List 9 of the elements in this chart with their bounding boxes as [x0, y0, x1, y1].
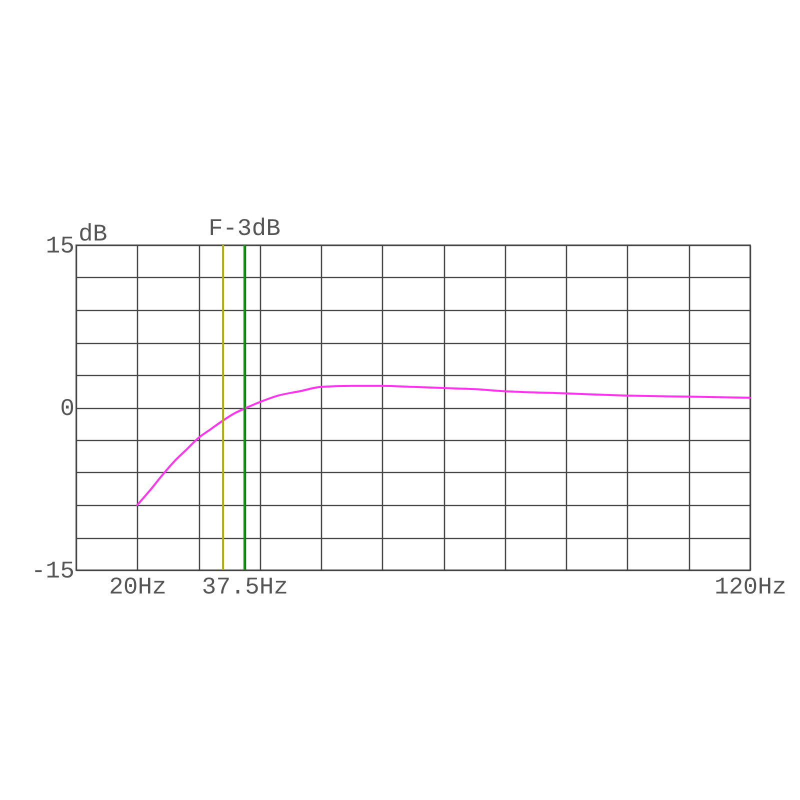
ref-line-label: F-3dB	[208, 216, 281, 243]
y-axis-title: dB	[78, 222, 108, 248]
x-tick-label: 120Hz	[714, 574, 787, 602]
y-tick-label: 15	[46, 234, 74, 260]
x-tick-label: 37.5Hz	[202, 574, 288, 602]
y-tick-label: 0	[60, 396, 74, 423]
y-tick-label: -15	[31, 558, 74, 586]
line-series	[136, 384, 751, 506]
x-tick-label: 20Hz	[108, 574, 167, 602]
